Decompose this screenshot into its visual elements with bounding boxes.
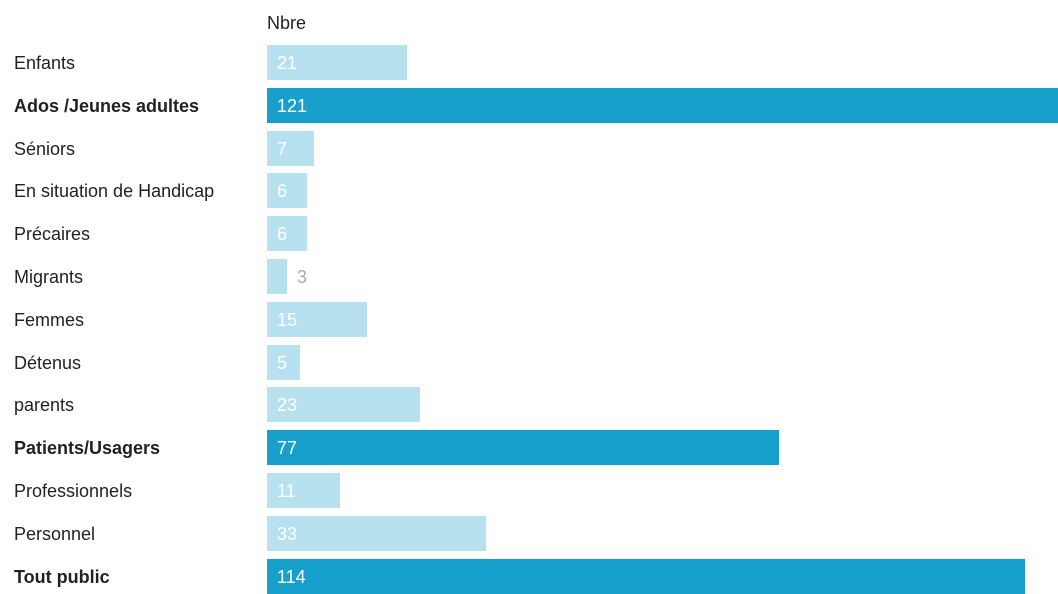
column-header: Nbre (267, 13, 306, 34)
bar (267, 516, 486, 551)
bar-value-label: 77 (277, 437, 297, 459)
bar-value-label: 15 (277, 309, 297, 331)
bar-value-label: 23 (277, 394, 297, 416)
bar-value-label: 6 (277, 180, 287, 202)
category-label: Femmes (14, 309, 84, 331)
bar-value-label: 3 (297, 266, 307, 288)
bar-value-label: 5 (277, 352, 287, 374)
bar-value-label: 21 (277, 52, 297, 74)
category-label: Professionnels (14, 480, 132, 502)
bar (267, 259, 287, 294)
bar-value-label: 6 (277, 223, 287, 245)
category-label: Personnel (14, 523, 95, 545)
category-label: Ados /Jeunes adultes (14, 95, 199, 117)
category-label: Séniors (14, 138, 75, 160)
category-label: Tout public (14, 566, 110, 588)
category-label: Détenus (14, 352, 81, 374)
bar-value-label: 121 (277, 95, 307, 117)
bar (267, 559, 1025, 594)
category-label: parents (14, 394, 74, 416)
category-label: Patients/Usagers (14, 437, 160, 459)
bar-value-label: 33 (277, 523, 297, 545)
bar-value-label: 114 (277, 566, 306, 588)
category-label: Migrants (14, 266, 83, 288)
bar-value-label: 7 (277, 138, 287, 160)
bar (267, 430, 779, 465)
category-label: En situation de Handicap (14, 180, 214, 202)
bar (267, 131, 314, 166)
category-label: Précaires (14, 223, 90, 245)
bar (267, 88, 1058, 123)
bar-value-label: 11 (277, 480, 296, 502)
category-label: Enfants (14, 52, 75, 74)
